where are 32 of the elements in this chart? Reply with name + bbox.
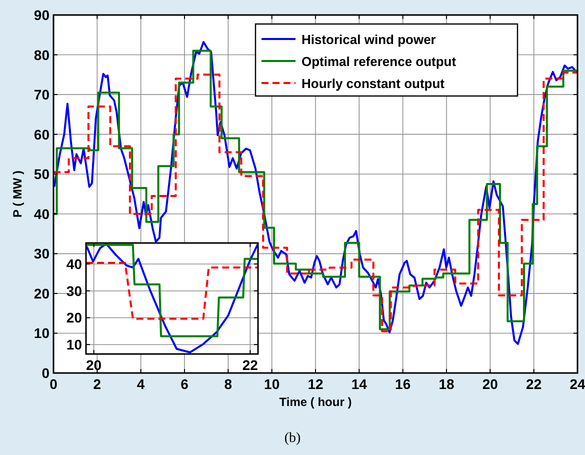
x-tick-label: 2 [93, 376, 102, 392]
x-tick-label: 24 [570, 376, 585, 392]
y-tick-label: 40 [66, 256, 82, 272]
y-tick-label: 20 [66, 310, 82, 326]
legend-label: Optimal reference output [302, 54, 457, 69]
y-tick-label: 70 [34, 86, 50, 103]
y-tick-label: 20 [34, 285, 50, 302]
x-tick-label: 12 [308, 376, 324, 392]
y-tick-label: 50 [34, 166, 50, 182]
x-tick-label: 22 [242, 357, 258, 373]
legend-label: Hourly constant output [302, 76, 446, 91]
x-tick-label: 4 [136, 376, 145, 392]
y-tick-label: 40 [34, 206, 50, 222]
x-tick-label: 18 [438, 376, 454, 392]
x-tick-label: 16 [395, 376, 411, 392]
x-axis-title: Time ( hour ) [279, 395, 352, 409]
legend-label: Historical wind power [302, 32, 436, 47]
y-tick-label: 80 [34, 46, 50, 63]
x-tick-label: 10 [264, 376, 280, 392]
y-tick-label: 90 [34, 7, 50, 23]
x-tick-label: 14 [351, 376, 368, 392]
y-tick-label: 10 [66, 336, 82, 353]
y-tick-label: 30 [66, 282, 82, 299]
y-tick-label: 60 [34, 126, 50, 142]
text: (b) [284, 431, 301, 446]
y-axis-title: P ( MW ) [10, 170, 24, 218]
y-tick-label: 30 [34, 246, 50, 262]
x-tick-label: 22 [526, 376, 542, 392]
y-tick-label: 10 [34, 325, 50, 342]
x-tick-label: 6 [180, 376, 189, 392]
x-tick-label: 8 [224, 376, 232, 392]
x-tick-label: 20 [482, 376, 498, 392]
